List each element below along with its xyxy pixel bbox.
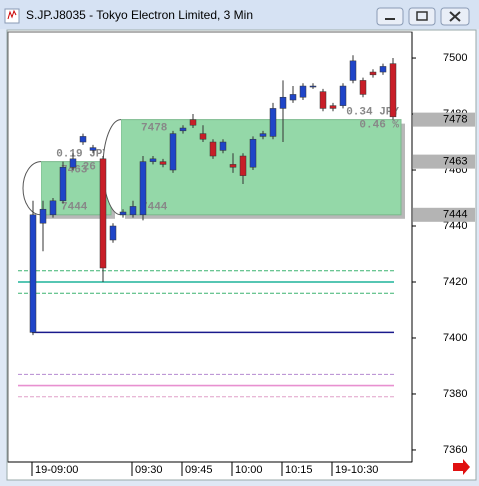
y-tick-label: 7360 <box>443 444 467 456</box>
price-marker-label: 7478 <box>443 114 467 126</box>
minimize-button[interactable] <box>376 7 404 26</box>
candle-body <box>389 63 397 118</box>
window-buttons <box>376 7 470 26</box>
candle-body <box>69 158 77 168</box>
price-marker <box>413 154 475 169</box>
candle-body <box>269 108 277 137</box>
x-tick-label: 10:00 <box>235 464 263 476</box>
candle-body <box>309 85 317 88</box>
zone-top-label: 7478 <box>141 123 168 135</box>
candle-body <box>239 155 247 176</box>
candle-body <box>279 96 287 109</box>
zone-bottom-label: 7444 <box>61 202 88 214</box>
y-tick-label: 7500 <box>443 52 467 64</box>
x-tick-label: 19-10:30 <box>335 464 378 476</box>
maximize-button[interactable] <box>408 7 436 26</box>
app-icon-graph <box>7 9 17 20</box>
candle-body <box>339 85 347 106</box>
scroll-arrow[interactable] <box>453 459 470 475</box>
zone-change: 0.34 JPY <box>346 107 399 119</box>
price-marker <box>413 207 475 222</box>
zone-bottom-label: 7444 <box>141 202 168 214</box>
y-tick-label: 7380 <box>443 388 467 400</box>
zone-cap <box>22 161 42 216</box>
candle-body <box>379 66 387 73</box>
candle-body <box>179 127 187 132</box>
y-tick-label: 7400 <box>443 332 467 344</box>
candle-body <box>219 141 227 151</box>
price-marker-label: 7444 <box>443 209 467 221</box>
candle-body <box>39 208 47 224</box>
candle-body <box>109 225 117 241</box>
x-tick-label: 19-09:00 <box>35 464 78 476</box>
price-marker-label: 7463 <box>443 156 467 168</box>
candle-body <box>289 94 297 101</box>
y-tick-label: 7420 <box>443 276 467 288</box>
candle-body <box>99 158 107 269</box>
candle-body <box>89 147 97 151</box>
candle-body <box>319 91 327 109</box>
candle-body <box>159 161 167 165</box>
x-tick-label: 09:30 <box>135 464 163 476</box>
zone-top-label: 7463 <box>61 165 88 177</box>
candle-body <box>129 206 137 216</box>
zone-percent: 0.26 % <box>69 162 109 174</box>
x-tick-label: 10:15 <box>285 464 313 476</box>
candle-body <box>299 85 307 98</box>
window-title: S.JP.J8035 - Tokyo Electron Limited, 3 M… <box>26 8 253 22</box>
candle-body <box>359 80 367 95</box>
candle-body <box>169 133 177 171</box>
candle-body <box>369 71 377 76</box>
candle-body <box>349 60 357 81</box>
candle-body <box>209 141 217 157</box>
x-tick-label: 09:45 <box>185 464 213 476</box>
candle-body <box>119 211 127 216</box>
candle-body <box>189 119 197 126</box>
candle-body <box>149 158 157 162</box>
candle-body <box>59 166 67 202</box>
candle-body <box>79 136 87 143</box>
candle-body <box>259 133 267 137</box>
candle-body <box>29 214 37 333</box>
y-tick-label: 7440 <box>443 220 467 232</box>
maximize-glyph <box>416 11 428 21</box>
price-marker <box>413 112 475 127</box>
zone-change: 0.19 JPY <box>56 149 109 161</box>
close-glyph <box>449 11 461 22</box>
candle-body <box>49 200 57 216</box>
zone-percent: 0.46 % <box>359 120 399 132</box>
candle-body <box>139 161 147 216</box>
plot-content <box>18 55 397 398</box>
candle-body <box>249 138 257 168</box>
candle-body <box>329 105 337 109</box>
candle-body <box>199 133 207 140</box>
candle-body <box>229 164 237 168</box>
plot-area <box>7 31 413 463</box>
